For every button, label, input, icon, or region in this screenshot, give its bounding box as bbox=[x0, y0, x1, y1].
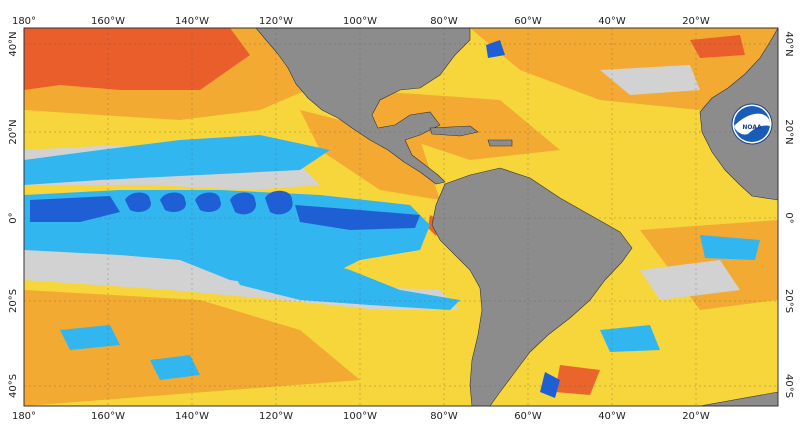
left-axis-label: 40°N bbox=[8, 31, 19, 56]
bottom-axis-label: 100°W bbox=[343, 411, 377, 422]
top-axis-label: 100°W bbox=[343, 16, 377, 27]
right-axis-label: 40°S bbox=[783, 374, 794, 398]
top-axis-label: 20°W bbox=[682, 16, 710, 27]
left-axis-label: 40°S bbox=[8, 374, 19, 398]
caribbean-islands bbox=[429, 125, 479, 137]
top-axis-labels: 180° 160°W 140°W 120°W 100°W 80°W 60°W 4… bbox=[12, 16, 710, 27]
top-axis-label: 40°W bbox=[598, 16, 626, 27]
cold-anomaly-regions bbox=[30, 40, 560, 398]
map-frame bbox=[23, 27, 779, 407]
bottom-axis-label: 160°W bbox=[91, 411, 125, 422]
bottom-axis-label: 140°W bbox=[175, 411, 209, 422]
bottom-axis-label: 20°W bbox=[682, 411, 710, 422]
bottom-axis-label: 180° bbox=[12, 411, 36, 422]
noaa-logo-text: NOAA bbox=[742, 124, 762, 131]
top-axis-label: 180° bbox=[12, 16, 36, 27]
top-axis-label: 60°W bbox=[514, 16, 542, 27]
map-area bbox=[24, 28, 778, 406]
right-axis-label: 40°N bbox=[783, 31, 794, 56]
bottom-axis-label: 60°W bbox=[514, 411, 542, 422]
left-axis-label: 20°S bbox=[8, 289, 19, 313]
right-axis-labels: 40°N 20°N 0° 20°S 40°S bbox=[783, 31, 794, 398]
top-axis-label: 80°W bbox=[430, 16, 458, 27]
north-america bbox=[255, 28, 471, 185]
right-axis-label: 20°N bbox=[783, 119, 794, 144]
land-masses bbox=[255, 28, 778, 406]
graticule bbox=[24, 28, 778, 406]
bottom-axis-labels: 180° 160°W 140°W 120°W 100°W 80°W 60°W 4… bbox=[12, 411, 710, 422]
noaa-logo-icon: NOAA bbox=[731, 103, 773, 145]
left-axis-labels: 40°N 20°N 0° 20°S 40°S bbox=[8, 31, 19, 398]
bottom-axis-label: 80°W bbox=[430, 411, 458, 422]
top-axis-label: 120°W bbox=[259, 16, 293, 27]
bottom-axis-label: 40°W bbox=[598, 411, 626, 422]
left-axis-label: 0° bbox=[8, 212, 19, 223]
left-axis-label: 20°N bbox=[8, 119, 19, 144]
right-axis-label: 0° bbox=[783, 212, 794, 223]
south-america bbox=[431, 167, 633, 406]
bottom-axis-label: 120°W bbox=[259, 411, 293, 422]
top-axis-label: 140°W bbox=[175, 16, 209, 27]
right-axis-label: 20°S bbox=[783, 289, 794, 313]
top-axis-label: 160°W bbox=[91, 16, 125, 27]
